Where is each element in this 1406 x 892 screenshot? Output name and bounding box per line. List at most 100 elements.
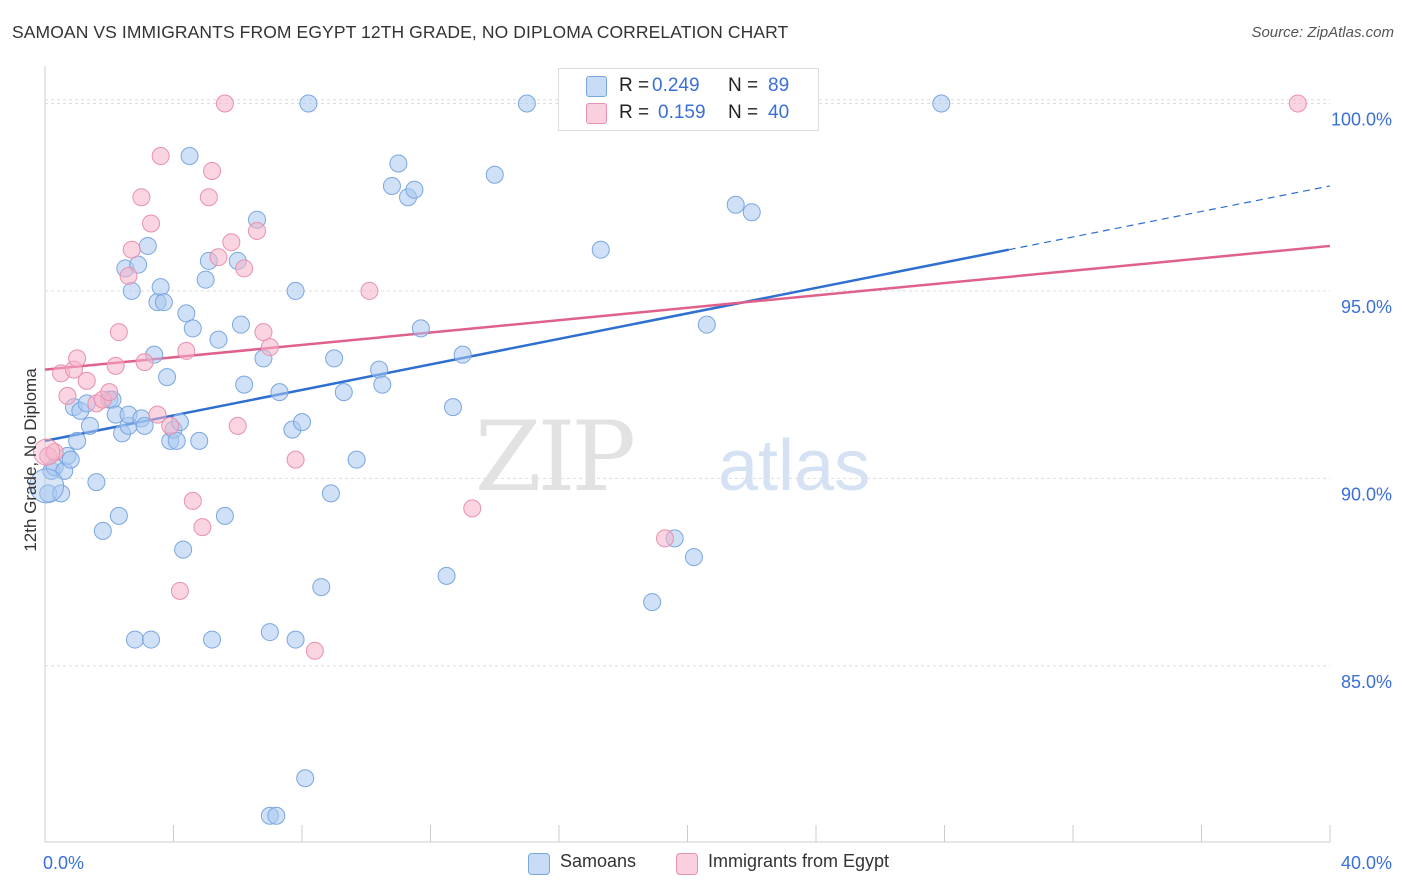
stats-r-value: 0.159 [658, 102, 706, 123]
stats-n-label: N = [728, 75, 759, 96]
point-samoans [517, 94, 536, 113]
point-egypt [151, 146, 170, 165]
point-samoans [321, 484, 340, 503]
point-egypt [1288, 94, 1307, 113]
point-egypt [183, 491, 202, 510]
point-samoans [742, 203, 761, 222]
y-tick-label: 90.0% [1341, 484, 1392, 504]
stats-legend: R = 0.249 N = 89 R = 0.159 N = 40 [558, 68, 819, 131]
point-samoans [167, 431, 186, 450]
point-egypt [132, 188, 151, 207]
point-samoans [299, 94, 318, 113]
point-egypt [161, 416, 180, 435]
point-samoans [174, 540, 193, 559]
point-egypt [254, 323, 273, 342]
point-samoans [443, 398, 462, 417]
point-egypt [656, 529, 675, 548]
point-egypt [68, 349, 87, 368]
legend-label-samoans: Samoans [560, 851, 637, 871]
stats-r-label: R = [619, 102, 650, 123]
point-samoans [286, 281, 305, 300]
point-samoans [209, 330, 228, 349]
point-egypt [215, 94, 234, 113]
trend-layer [44, 185, 1331, 443]
point-samoans [158, 368, 177, 387]
point-samoans [325, 349, 344, 368]
point-samoans [932, 94, 951, 113]
point-egypt [222, 233, 241, 252]
point-samoans [80, 416, 99, 435]
legend-label-egypt: Immigrants from Egypt [708, 851, 890, 871]
point-samoans [334, 383, 353, 402]
point-samoans [231, 315, 250, 334]
point-samoans [125, 630, 144, 649]
watermark-zip: ZIP [475, 401, 634, 513]
point-samoans [485, 165, 504, 184]
y-tick-label: 85.0% [1341, 672, 1392, 692]
point-samoans [151, 278, 170, 297]
point-samoans [68, 431, 87, 450]
trend-line-samoans-extension [1008, 185, 1331, 251]
point-samoans [684, 548, 703, 567]
point-samoans [260, 623, 279, 642]
x-tick-label: 0.0% [43, 853, 84, 873]
point-samoans [196, 270, 215, 289]
stats-n-value: 89 [768, 75, 790, 96]
point-egypt [360, 281, 379, 300]
point-samoans [52, 484, 71, 503]
point-egypt [148, 405, 167, 424]
point-samoans [411, 319, 430, 338]
point-samoans [180, 146, 199, 165]
point-egypt [135, 353, 154, 372]
point-samoans [382, 176, 401, 195]
point-samoans [286, 630, 305, 649]
point-egypt [170, 581, 189, 600]
point-egypt [199, 188, 218, 207]
point-samoans [373, 375, 392, 394]
stats-r-label: R = [619, 75, 650, 96]
point-samoans [183, 319, 202, 338]
stats-n-value: 40 [768, 102, 790, 123]
x-tick-label: 40.0% [1341, 853, 1392, 873]
watermark: ZIP atlas [475, 401, 870, 513]
point-samoans [177, 304, 196, 323]
point-samoans [347, 450, 366, 469]
point-samoans [697, 315, 716, 334]
point-samoans [235, 375, 254, 394]
point-egypt [248, 221, 267, 240]
point-samoans [135, 416, 154, 435]
point-egypt [305, 641, 324, 660]
point-samoans [142, 630, 161, 649]
point-egypt [122, 240, 141, 259]
watermark-atlas: atlas [718, 426, 870, 506]
point-egypt [209, 248, 228, 267]
point-egypt [77, 371, 96, 390]
point-samoans [122, 281, 141, 300]
point-egypt [58, 386, 77, 405]
legend-swatch-egypt [676, 853, 698, 875]
point-egypt [463, 499, 482, 518]
point-egypt [235, 259, 254, 278]
stats-swatch-egypt [586, 103, 607, 124]
point-samoans [453, 345, 472, 364]
point-egypt [228, 416, 247, 435]
y-tick-label: 95.0% [1341, 297, 1392, 317]
point-samoans [138, 236, 157, 255]
point-egypt [203, 161, 222, 180]
trend-line-samoans [44, 248, 1009, 443]
point-samoans [405, 180, 424, 199]
point-samoans [643, 593, 662, 612]
chart-title: SAMOAN VS IMMIGRANTS FROM EGYPT 12TH GRA… [12, 22, 789, 42]
axes-layer [44, 66, 1331, 843]
stats-swatch-samoans [586, 76, 607, 97]
point-egypt [177, 341, 196, 360]
stats-r-value: 0.249 [652, 75, 700, 96]
tick-labels: 100.0% 95.0% 90.0% 85.0% 0.0% 40.0% [43, 109, 1392, 873]
point-samoans [270, 383, 289, 402]
point-samoans [370, 360, 389, 379]
stats-n-label: N = [728, 102, 759, 123]
point-samoans [215, 506, 234, 525]
point-samoans [203, 630, 222, 649]
point-egypt [33, 438, 61, 466]
